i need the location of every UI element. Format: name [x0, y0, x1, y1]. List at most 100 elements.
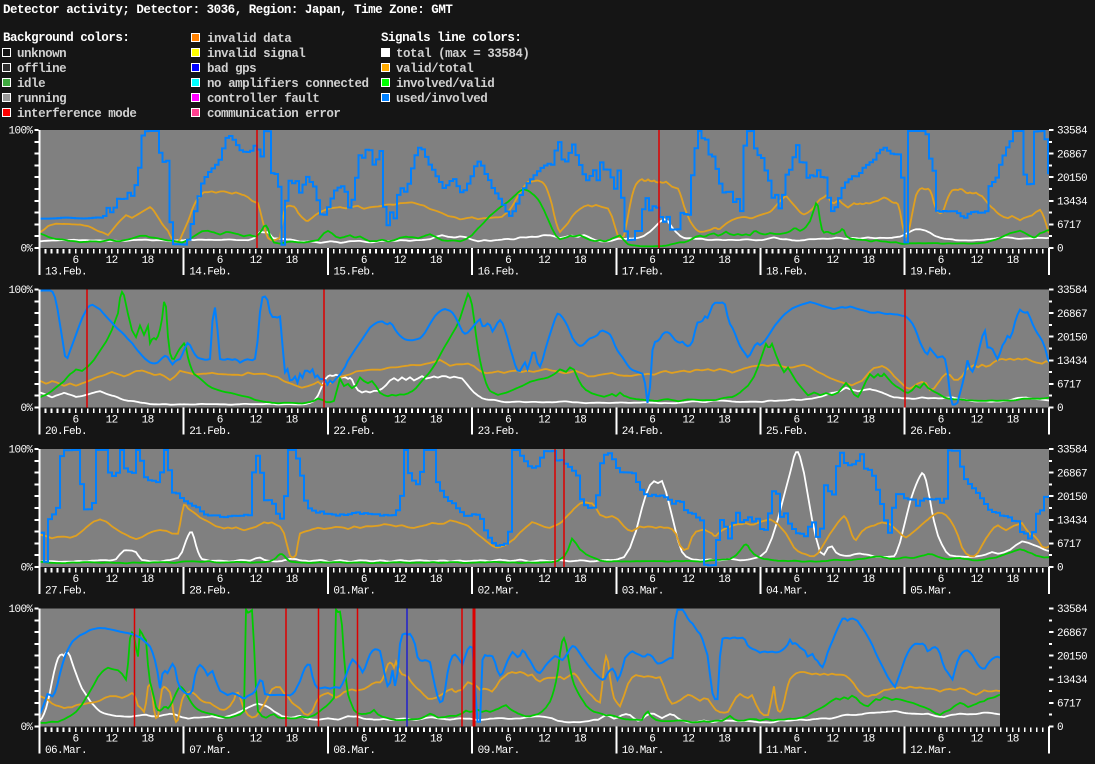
svg-text:26867: 26867	[1057, 309, 1087, 321]
svg-text:25.Feb.: 25.Feb.	[766, 426, 808, 438]
svg-text:6: 6	[361, 414, 367, 426]
svg-text:27.Feb.: 27.Feb.	[45, 586, 87, 598]
svg-text:6: 6	[938, 733, 944, 745]
svg-text:18: 18	[286, 733, 298, 745]
svg-text:18: 18	[574, 414, 586, 426]
svg-text:20150: 20150	[1057, 332, 1087, 344]
svg-text:33584: 33584	[1057, 604, 1088, 616]
svg-text:6: 6	[649, 414, 655, 426]
svg-text:12: 12	[827, 414, 839, 426]
svg-text:08.Mar.: 08.Mar.	[333, 745, 375, 757]
svg-text:18: 18	[574, 733, 586, 745]
svg-text:6: 6	[793, 574, 799, 586]
svg-text:18: 18	[574, 255, 586, 267]
svg-text:12: 12	[971, 574, 983, 586]
svg-text:18: 18	[1007, 733, 1019, 745]
svg-text:02.Mar.: 02.Mar.	[478, 586, 520, 598]
svg-text:20150: 20150	[1057, 492, 1087, 504]
svg-text:18: 18	[286, 414, 298, 426]
svg-text:6: 6	[938, 574, 944, 586]
svg-text:100%: 100%	[8, 445, 33, 457]
svg-text:18: 18	[574, 574, 586, 586]
svg-text:33584: 33584	[1057, 126, 1088, 138]
svg-text:12: 12	[538, 574, 550, 586]
svg-text:13434: 13434	[1057, 516, 1088, 528]
svg-text:6: 6	[649, 574, 655, 586]
svg-text:18: 18	[1007, 414, 1019, 426]
svg-text:12: 12	[394, 574, 406, 586]
svg-text:13.Feb.: 13.Feb.	[45, 267, 87, 279]
svg-text:6: 6	[361, 255, 367, 267]
svg-text:6: 6	[217, 574, 223, 586]
svg-text:18: 18	[1007, 574, 1019, 586]
svg-text:18: 18	[863, 414, 875, 426]
svg-text:12: 12	[394, 414, 406, 426]
svg-text:0%: 0%	[20, 722, 33, 734]
svg-text:12: 12	[250, 733, 262, 745]
svg-text:12: 12	[538, 733, 550, 745]
svg-text:11.Mar.: 11.Mar.	[766, 745, 808, 757]
svg-text:12: 12	[250, 255, 262, 267]
svg-text:26867: 26867	[1057, 149, 1087, 161]
svg-text:14.Feb.: 14.Feb.	[189, 267, 231, 279]
svg-text:12: 12	[394, 255, 406, 267]
svg-text:18: 18	[430, 733, 442, 745]
svg-text:6: 6	[217, 414, 223, 426]
svg-text:17.Feb.: 17.Feb.	[622, 267, 664, 279]
svg-text:6717: 6717	[1057, 380, 1081, 392]
svg-text:15.Feb.: 15.Feb.	[333, 267, 375, 279]
svg-text:12: 12	[538, 414, 550, 426]
svg-text:12: 12	[106, 574, 118, 586]
svg-text:18: 18	[718, 255, 730, 267]
svg-text:6: 6	[505, 414, 511, 426]
svg-text:18: 18	[430, 255, 442, 267]
svg-text:12: 12	[827, 255, 839, 267]
svg-text:12: 12	[971, 733, 983, 745]
svg-text:12: 12	[682, 414, 694, 426]
svg-text:18: 18	[286, 574, 298, 586]
svg-text:6: 6	[938, 414, 944, 426]
svg-text:0: 0	[1057, 403, 1063, 415]
svg-text:12: 12	[538, 255, 550, 267]
svg-text:18: 18	[142, 733, 154, 745]
svg-text:18: 18	[863, 733, 875, 745]
svg-text:6: 6	[793, 414, 799, 426]
svg-text:20150: 20150	[1057, 173, 1087, 185]
svg-text:6: 6	[72, 255, 78, 267]
svg-text:12: 12	[827, 733, 839, 745]
svg-text:100%: 100%	[8, 126, 33, 138]
svg-text:6: 6	[649, 733, 655, 745]
svg-text:0: 0	[1057, 722, 1063, 734]
svg-text:13434: 13434	[1057, 197, 1088, 209]
svg-text:0%: 0%	[20, 563, 33, 575]
svg-text:04.Mar.: 04.Mar.	[766, 586, 808, 598]
svg-text:12: 12	[682, 574, 694, 586]
svg-text:18: 18	[142, 255, 154, 267]
svg-text:13434: 13434	[1057, 675, 1088, 687]
svg-text:6: 6	[217, 255, 223, 267]
svg-text:24.Feb.: 24.Feb.	[622, 426, 664, 438]
svg-text:6: 6	[72, 733, 78, 745]
svg-text:6717: 6717	[1057, 699, 1081, 711]
svg-text:6: 6	[72, 414, 78, 426]
svg-text:0: 0	[1057, 563, 1063, 575]
svg-text:18: 18	[718, 733, 730, 745]
svg-text:18: 18	[1007, 255, 1019, 267]
svg-text:6: 6	[505, 733, 511, 745]
svg-text:22.Feb.: 22.Feb.	[333, 426, 375, 438]
svg-text:06.Mar.: 06.Mar.	[45, 745, 87, 757]
svg-text:18: 18	[718, 414, 730, 426]
svg-text:12: 12	[106, 255, 118, 267]
svg-text:12: 12	[971, 414, 983, 426]
svg-text:6717: 6717	[1057, 220, 1081, 232]
svg-text:12: 12	[106, 414, 118, 426]
svg-text:23.Feb.: 23.Feb.	[478, 426, 520, 438]
svg-text:20.Feb.: 20.Feb.	[45, 426, 87, 438]
svg-text:6: 6	[361, 574, 367, 586]
svg-text:6: 6	[505, 255, 511, 267]
svg-text:18: 18	[718, 574, 730, 586]
svg-text:0%: 0%	[20, 403, 33, 415]
svg-text:16.Feb.: 16.Feb.	[478, 267, 520, 279]
svg-text:03.Mar.: 03.Mar.	[622, 586, 664, 598]
svg-text:6: 6	[938, 255, 944, 267]
